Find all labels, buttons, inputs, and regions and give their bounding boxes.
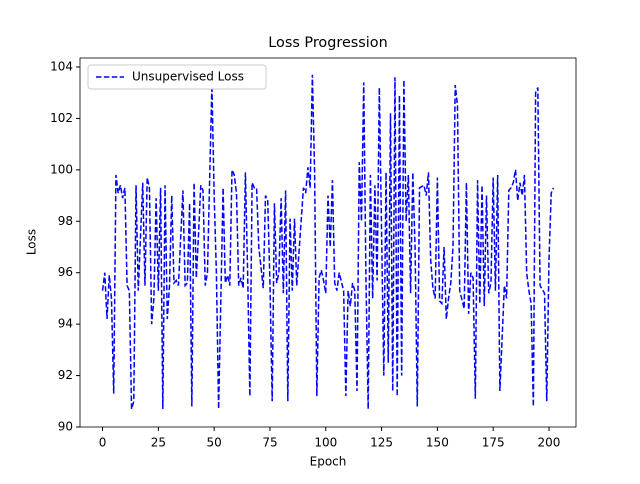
y-tick-label: 96 bbox=[58, 265, 73, 279]
y-axis-label: Loss bbox=[25, 229, 39, 255]
chart-title: Loss Progression bbox=[268, 35, 387, 51]
axes-frame bbox=[79, 57, 577, 428]
x-tick-label: 150 bbox=[426, 436, 449, 450]
x-tick-label: 175 bbox=[482, 436, 505, 450]
y-tick-label: 100 bbox=[50, 162, 73, 176]
data-line bbox=[101, 74, 555, 410]
y-tick-label: 90 bbox=[58, 420, 73, 434]
x-tick-label: 25 bbox=[151, 436, 166, 450]
y-tick-label: 92 bbox=[58, 368, 73, 382]
legend-label: Unsupervised Loss bbox=[132, 70, 244, 84]
x-tick-label: 75 bbox=[262, 436, 277, 450]
x-tick-label: 200 bbox=[538, 436, 561, 450]
y-tick-label: 104 bbox=[50, 60, 73, 74]
y-tick-label: 102 bbox=[50, 111, 73, 125]
y-tick-label: 98 bbox=[58, 214, 73, 228]
x-tick-label: 0 bbox=[99, 436, 107, 450]
x-tick-label: 125 bbox=[370, 436, 393, 450]
x-axis-label: Epoch bbox=[310, 455, 347, 469]
y-tick-label: 94 bbox=[58, 317, 73, 331]
x-tick-label: 100 bbox=[314, 436, 337, 450]
x-tick-label: 50 bbox=[207, 436, 222, 450]
legend-box bbox=[87, 64, 267, 90]
